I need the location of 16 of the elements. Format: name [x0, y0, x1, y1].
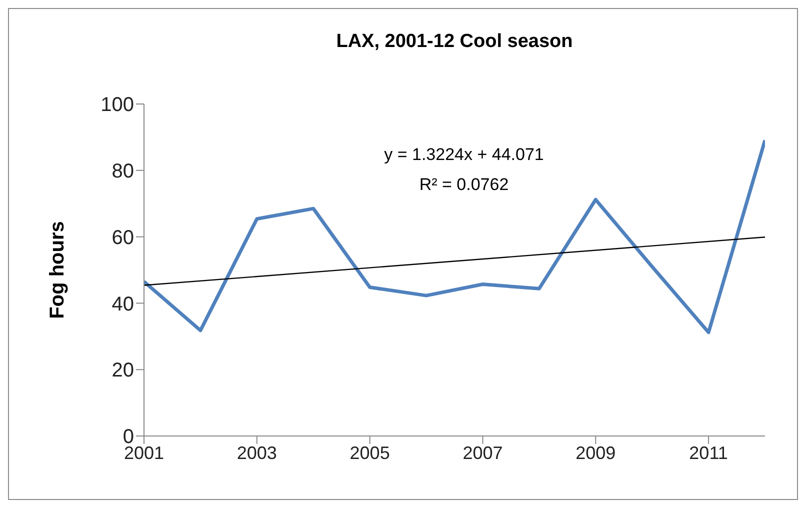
annotation: y = 1.3224x + 44.071 [384, 145, 544, 165]
x-tick-label: 2003 [236, 442, 277, 463]
annotation: R² = 0.0762 [419, 175, 509, 195]
y-tick-label: 40 [112, 293, 134, 316]
y-tick-label: 80 [112, 160, 134, 182]
y-tick-label: 60 [112, 226, 134, 249]
y-tick-label: 20 [112, 360, 134, 382]
x-tick-label: 2007 [462, 442, 503, 463]
x-tick-label: 2009 [576, 442, 616, 463]
chart-title: LAX, 2001-12 Cool season [335, 31, 574, 53]
x-tick-label: 2011 [689, 442, 728, 463]
x-tick-label: 2001 [124, 442, 164, 463]
y-axis-title: Fog hours [46, 221, 70, 319]
x-tick-label: 2005 [350, 442, 390, 463]
line-series [144, 138, 765, 334]
y-tick-label: 100 [100, 94, 134, 116]
